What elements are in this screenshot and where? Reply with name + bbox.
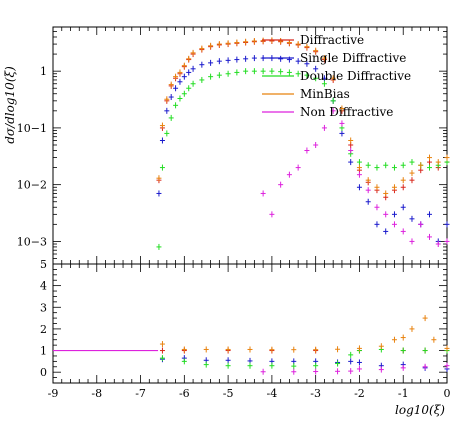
legend-entry: MinBias: [300, 87, 350, 101]
legend: Diffractive Single Diffractive Double Diff…: [262, 33, 411, 119]
x-tick-label: -9: [48, 387, 59, 400]
y-tick-label: 2: [40, 323, 47, 336]
legend-entry: Double Diffractive: [300, 69, 411, 83]
main-panel: 10−3 10−2 10−1 1: [17, 26, 450, 265]
x-tick-label: -1: [398, 387, 409, 400]
y-tick-label: 1: [40, 345, 47, 358]
y-axis-label: dσ/dlog10(ξ): [3, 66, 17, 144]
y-tick-label: 10−3: [17, 235, 47, 248]
y-tick-label: 5: [40, 258, 47, 271]
ratio-series-1: [159, 355, 450, 372]
y-tick-label: 4: [40, 280, 47, 293]
ratio-series-4: [260, 362, 450, 375]
ratio-panel: 0 1 2 3 4 5 -9 -8 -7 -6 -5 -4 -3 -2 -1 0: [40, 258, 451, 400]
ratio-series-3: [159, 315, 450, 353]
x-tick-label: -4: [267, 387, 278, 400]
y-tick-label: 10−1: [17, 122, 47, 135]
x-tick-label: -2: [354, 387, 365, 400]
y-tick-label: 3: [40, 301, 47, 314]
legend-entry: Diffractive: [300, 33, 364, 47]
x-tick-label: -7: [135, 387, 146, 400]
y-tick-label: 0: [40, 366, 47, 379]
series-single-diffractive: [156, 55, 450, 245]
y-tick-label: 1: [40, 65, 47, 78]
x-tick-label: -8: [91, 387, 102, 400]
y-tick-label: 10−2: [17, 179, 47, 192]
legend-entry: Single Diffractive: [300, 51, 406, 65]
series-non-diffractive: [260, 107, 450, 248]
x-axis-label: log10(ξ): [395, 403, 445, 417]
ratio-series-0: [159, 347, 450, 354]
x-tick-label: -6: [179, 387, 190, 400]
ratio-series-2: [159, 346, 450, 370]
legend-entry: Non Diffractive: [300, 105, 393, 119]
x-tick-label: 0: [444, 387, 451, 400]
x-tick-label: -5: [223, 387, 234, 400]
x-tick-label: -3: [310, 387, 321, 400]
